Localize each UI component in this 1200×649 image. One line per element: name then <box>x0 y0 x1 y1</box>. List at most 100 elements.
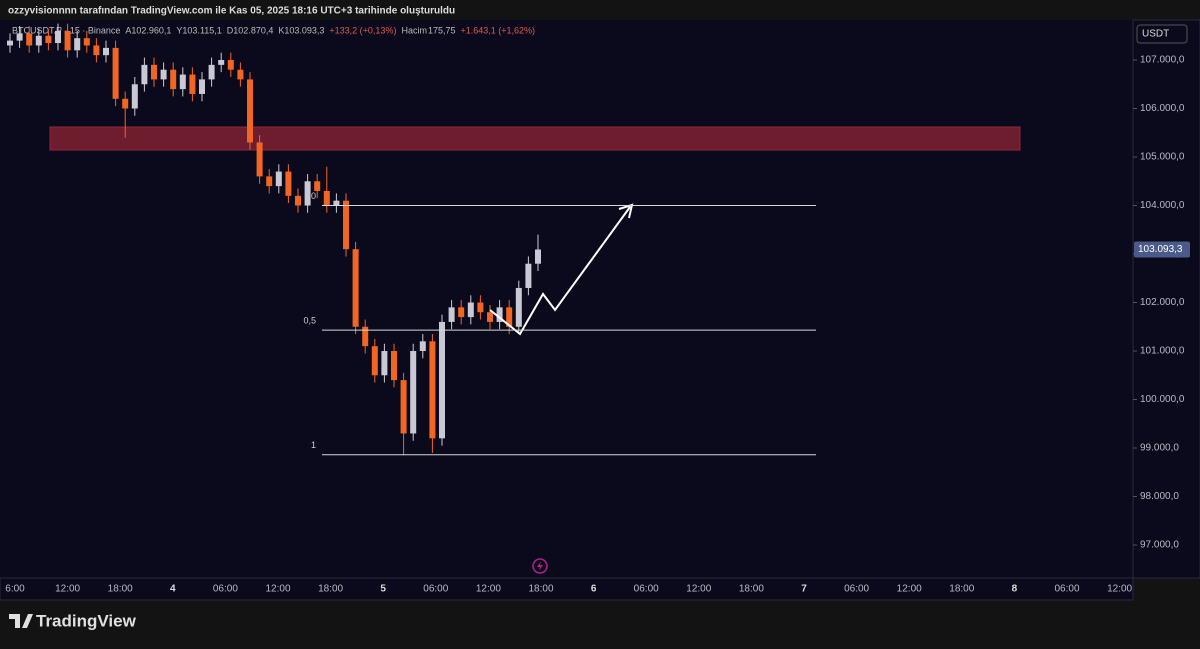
x-tick-label: 18:00 <box>739 584 764 595</box>
currency-label: USDT <box>1142 29 1169 40</box>
lightning-icon[interactable] <box>532 558 548 574</box>
last-price-label: 103.093,3 <box>1138 244 1183 255</box>
candle-body <box>16 33 23 41</box>
x-tick-label: 12:00 <box>265 584 290 595</box>
x-tick-label: 12:00 <box>55 584 80 595</box>
arrow-head <box>618 203 634 219</box>
last-price-box <box>1134 241 1190 258</box>
x-tick-label: 8 <box>1012 584 1018 595</box>
y-tick-label: 99.000,0 <box>1140 443 1179 454</box>
candle-body <box>122 98 129 109</box>
candle-body <box>74 38 81 51</box>
x-tick-label: 06:00 <box>844 584 869 595</box>
candle-body <box>131 84 138 109</box>
plot: BTCUSDT.P · 15 · Binance A102.960,1 Y103.1… <box>7 23 1021 456</box>
brand-name: TradingView <box>36 611 137 630</box>
candle-body <box>515 287 522 327</box>
candle-body <box>333 200 340 206</box>
legend-open: A102.960,1 <box>125 25 171 35</box>
caption: ozzyvisionnnn tarafından TradingView.com… <box>8 6 455 17</box>
legend-volume-name: Hacim <box>401 25 427 35</box>
x-tick-label: 6 <box>591 584 597 595</box>
candle-body <box>429 341 436 439</box>
arrow-path <box>489 206 631 336</box>
x-tick-label: 5 <box>380 584 386 595</box>
y-tick-label: 97.000,0 <box>1140 540 1179 551</box>
candle-body <box>410 351 417 434</box>
lightning-glyph <box>537 561 543 571</box>
currency-box[interactable] <box>1136 24 1188 44</box>
x-tick-label: 6:00 <box>5 584 25 595</box>
plot-area <box>0 20 1133 578</box>
candle-body <box>506 307 513 327</box>
x-tick-label: 18:00 <box>528 584 553 595</box>
candle-body <box>237 69 244 80</box>
legend-volume-change: +1.643,1 (+1,62%) <box>461 25 536 35</box>
candle-body <box>285 171 292 196</box>
candle-body <box>400 380 407 434</box>
y-tick-label: 104.000,0 <box>1140 200 1185 211</box>
candle-body <box>103 47 109 56</box>
candle-body <box>295 195 301 206</box>
candle-body <box>208 64 215 80</box>
candle-body <box>7 40 13 46</box>
x-tick-label: 06:00 <box>213 584 238 595</box>
candle-body <box>151 64 157 80</box>
candle-body <box>218 60 225 65</box>
y-tick-label: 107.000,0 <box>1140 55 1185 66</box>
candle-body <box>352 249 359 327</box>
x-tick-label: 4 <box>170 584 176 595</box>
x-tick-label: 06:00 <box>423 584 448 595</box>
x-tick-label: 18:00 <box>949 584 974 595</box>
candle-body <box>266 176 273 187</box>
candle-body <box>458 307 465 318</box>
fib-label: 0,5 <box>303 316 316 326</box>
candle-body <box>112 47 119 99</box>
candle-body <box>391 351 397 381</box>
y-tick-label: 102.000,0 <box>1140 297 1185 308</box>
fib-label: 0 <box>311 191 316 201</box>
candle-body <box>55 30 61 44</box>
projection-arrow <box>489 203 634 336</box>
candle-body <box>45 35 52 44</box>
candle-body <box>362 326 369 347</box>
x-tick-label: 18:00 <box>318 584 343 595</box>
y-tick-label: 98.000,0 <box>1140 491 1179 502</box>
x-tick-label: 18:00 <box>108 584 133 595</box>
candle-body <box>64 30 71 51</box>
candle-body <box>304 181 311 206</box>
candle-body <box>170 69 177 90</box>
candle-body <box>93 45 100 56</box>
candle-body <box>467 302 474 318</box>
candle-body <box>189 74 196 94</box>
x-tick-label: 06:00 <box>1054 584 1079 595</box>
candle-body <box>487 312 493 322</box>
candle-body <box>256 142 263 177</box>
x-tick-label: 12:00 <box>686 584 711 595</box>
y-tick-label: 101.000,0 <box>1140 346 1185 357</box>
candle-body <box>275 171 282 187</box>
candle-body <box>35 35 42 46</box>
candle-body <box>477 302 484 313</box>
candle-body <box>83 38 90 46</box>
candle-body <box>141 64 148 85</box>
time-axis <box>0 577 1134 601</box>
candle-body <box>314 181 321 191</box>
resistance-zone <box>49 126 1021 151</box>
candle-body <box>26 33 33 46</box>
legend-high: Y103.115,1 <box>176 25 221 35</box>
candle-body <box>160 69 167 80</box>
x-tick-label: 06:00 <box>634 584 659 595</box>
brand[interactable]: TradingView <box>9 611 137 630</box>
x-tick-label: 12:00 <box>1107 584 1132 595</box>
candle-body <box>179 74 186 90</box>
fib-label: 1 <box>311 440 316 450</box>
candle-body <box>323 190 330 206</box>
candle-body <box>343 200 349 250</box>
candle-body <box>419 341 426 352</box>
legend-symbol: BTCUSDT.P · 15 · Binance <box>12 25 120 35</box>
price-axis <box>1132 19 1200 579</box>
candle-body <box>371 346 378 376</box>
